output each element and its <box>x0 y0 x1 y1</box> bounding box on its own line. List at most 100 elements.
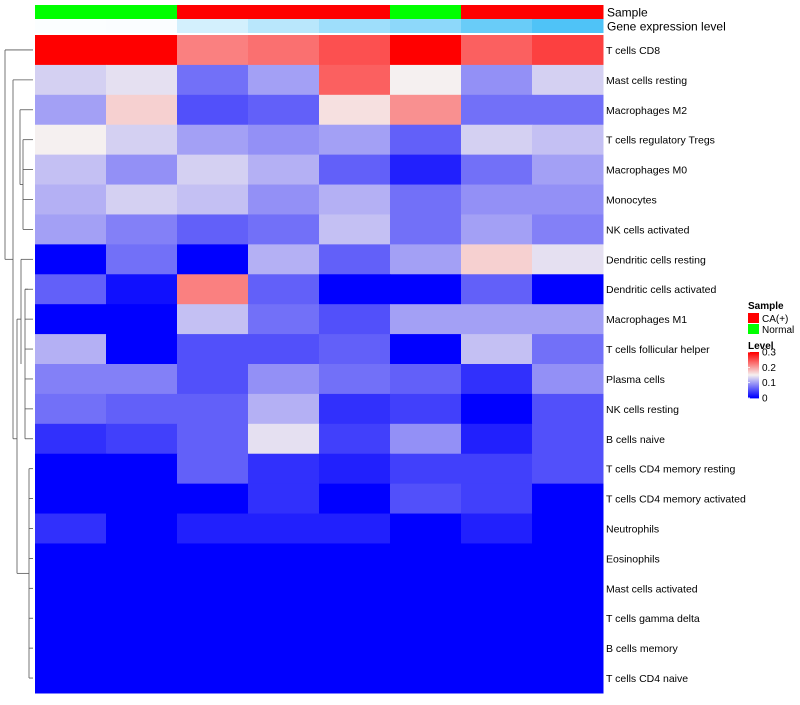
heatmap-cell <box>248 663 320 694</box>
heatmap-cell <box>319 543 391 574</box>
heatmap-cell <box>106 573 178 604</box>
heatmap-cell <box>248 334 320 365</box>
heatmap-cell <box>532 393 604 425</box>
heatmap-cell <box>461 214 533 245</box>
heatmap-cell <box>248 274 320 305</box>
heatmap-cell <box>319 304 391 335</box>
legend-gradient-step <box>748 356 759 358</box>
sample-annotation-cell <box>106 5 178 19</box>
legend-swatch <box>748 313 759 323</box>
heatmap-cell <box>106 35 178 66</box>
heatmap-cell <box>390 663 462 694</box>
heatmap-cell <box>248 543 320 574</box>
heatmap-cell <box>35 154 107 186</box>
heatmap-cell <box>319 633 391 664</box>
legend-gradient-step <box>748 375 759 377</box>
heatmap-cell <box>461 663 533 694</box>
heatmap-cell <box>177 543 249 574</box>
heatmap-cell <box>532 364 604 395</box>
row-label: Macrophages M2 <box>606 105 687 117</box>
heatmap-cell <box>106 633 178 664</box>
heatmap-cell <box>35 633 107 664</box>
heatmap-cell <box>461 453 533 485</box>
heatmap-cell <box>35 244 107 275</box>
legend-gradient-step <box>748 358 759 360</box>
row-label: Dendritic cells activated <box>606 284 716 296</box>
legend-level-tick-label: 0.1 <box>762 378 776 389</box>
heatmap-cell <box>35 423 107 455</box>
heatmap-cell <box>177 64 249 96</box>
legend-sample-title: Sample <box>748 301 784 312</box>
sample-annotation-cell <box>390 5 462 19</box>
heatmap-cell <box>319 184 391 215</box>
heatmap-cell <box>319 393 391 425</box>
heatmap-cell <box>461 154 533 186</box>
row-label: NK cells activated <box>606 224 690 236</box>
heatmap-cell <box>390 453 462 485</box>
heatmap-cell <box>35 483 107 515</box>
heatmap-cell <box>248 513 320 544</box>
heatmap-cell <box>532 244 604 275</box>
legend-gradient-step <box>748 387 759 389</box>
legend-gradient-step <box>748 386 759 388</box>
heatmap-cell <box>319 423 391 455</box>
sample-track-label: Sample <box>607 6 648 20</box>
heatmap-cell <box>35 364 107 395</box>
heatmap-cell <box>390 633 462 664</box>
heatmap-cell <box>319 94 391 126</box>
heatmap-cell <box>106 274 178 305</box>
heatmap-cell <box>248 64 320 96</box>
heatmap-cell <box>532 573 604 604</box>
heatmap-cell <box>106 364 178 395</box>
heatmap-cell <box>532 633 604 664</box>
row-label: Macrophages M0 <box>606 165 687 177</box>
legend-gradient-step <box>748 360 759 362</box>
expression-annotation-cell <box>532 19 604 33</box>
heatmap-cell <box>177 573 249 604</box>
legend-gradient-step <box>748 380 759 382</box>
heatmap-cell <box>390 603 462 634</box>
heatmap-cell <box>319 334 391 365</box>
heatmap-cell <box>390 244 462 275</box>
heatmap-cell <box>106 453 178 485</box>
heatmap-cell <box>177 423 249 455</box>
heatmap-cell <box>177 274 249 305</box>
heatmap-cell <box>248 304 320 335</box>
heatmap-cell <box>532 513 604 544</box>
legend-gradient-step <box>748 365 759 367</box>
heatmap-cell <box>532 423 604 455</box>
heatmap-cell <box>532 663 604 694</box>
heatmap-cell <box>319 35 391 66</box>
legend-gradient-step <box>748 371 759 373</box>
heatmap-cell <box>390 364 462 395</box>
heatmap-cell <box>461 35 533 66</box>
heatmap-cell <box>532 35 604 66</box>
heatmap-cell <box>461 64 533 96</box>
legend-gradient-step <box>748 385 759 387</box>
row-label: T cells regulatory Tregs <box>606 135 715 147</box>
heatmap-cell <box>390 154 462 186</box>
heatmap-cell <box>461 633 533 664</box>
heatmap-cell <box>390 124 462 156</box>
heatmap-cell <box>319 214 391 245</box>
heatmap-cell <box>106 154 178 186</box>
heatmap-cell <box>248 393 320 425</box>
heatmap-cell <box>390 64 462 96</box>
heatmap-cell <box>390 35 462 66</box>
heatmap-cell <box>532 214 604 245</box>
sample-annotation-cell <box>177 5 249 19</box>
legend-gradient-step <box>748 378 759 380</box>
legend-gradient-step <box>748 374 759 376</box>
legend-gradient-step <box>748 370 759 372</box>
legend-level-tick-label: 0.3 <box>762 348 776 359</box>
heatmap-cell <box>390 304 462 335</box>
expression-annotation-cell <box>319 19 391 33</box>
legend-gradient-step <box>748 352 759 354</box>
heatmap-cell <box>461 573 533 604</box>
heatmap-cell <box>35 124 107 156</box>
heatmap-cell <box>461 483 533 515</box>
legend-gradient-step <box>748 395 759 397</box>
heatmap-cell <box>106 124 178 156</box>
heatmap-cell <box>532 603 604 634</box>
